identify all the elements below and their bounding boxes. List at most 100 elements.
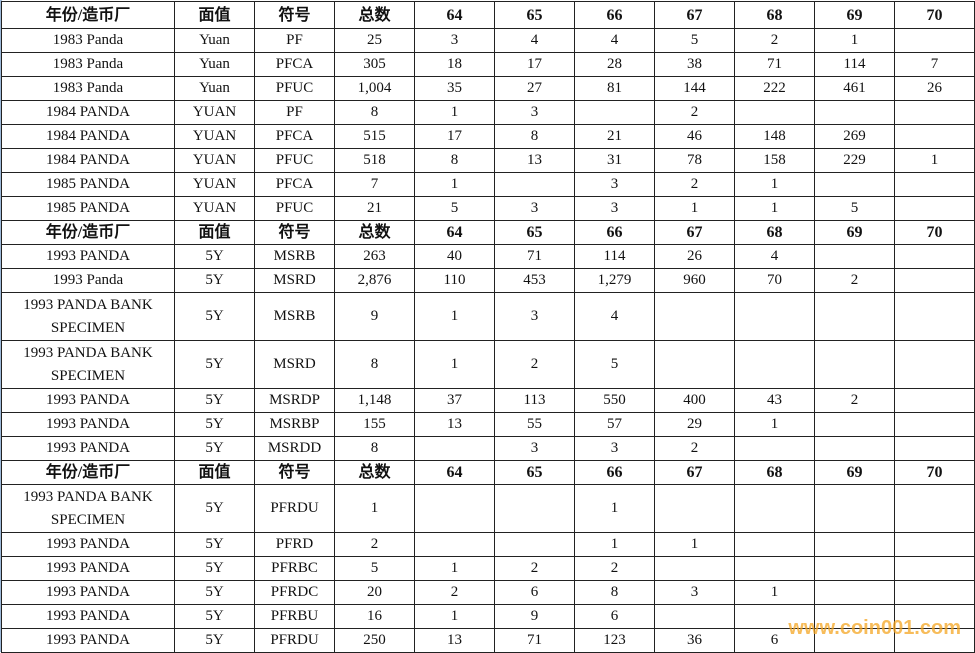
cell-g66[interactable]: 4 [574,28,655,53]
cell-g68[interactable]: 222 [734,76,815,101]
column-header-denomination[interactable]: 面值 [174,1,255,29]
cell-g70[interactable] [894,28,975,53]
cell-g67[interactable]: 78 [654,148,735,173]
cell-g70[interactable] [894,196,975,221]
cell-g65[interactable]: 4 [494,28,575,53]
cell-denomination[interactable]: 5Y [174,268,255,293]
cell-g66[interactable]: 81 [574,76,655,101]
cell-g68[interactable]: 71 [734,52,815,77]
cell-g65[interactable]: 17 [494,52,575,77]
cell-g70[interactable] [894,292,975,341]
cell-g64[interactable]: 5 [414,196,495,221]
column-header-g66[interactable]: 66 [574,220,655,245]
cell-total[interactable]: 515 [334,124,415,149]
cell-g69[interactable]: 269 [814,124,895,149]
cell-denomination[interactable]: 5Y [174,436,255,461]
cell-total[interactable]: 305 [334,52,415,77]
cell-g68[interactable]: 43 [734,388,815,413]
cell-g64[interactable]: 2 [414,580,495,605]
cell-g70[interactable] [894,412,975,437]
cell-g64[interactable] [414,484,495,533]
column-header-g67[interactable]: 67 [654,220,735,245]
column-header-denomination[interactable]: 面值 [174,220,255,245]
cell-g69[interactable] [814,292,895,341]
cell-g70[interactable] [894,244,975,269]
cell-g69[interactable] [814,436,895,461]
cell-g64[interactable]: 1 [414,604,495,629]
cell-total[interactable]: 2,876 [334,268,415,293]
cell-g69[interactable]: 461 [814,76,895,101]
cell-denomination[interactable]: Yuan [174,76,255,101]
cell-g68[interactable]: 1 [734,172,815,197]
cell-g67[interactable]: 5 [654,28,735,53]
column-header-total[interactable]: 总数 [334,1,415,29]
cell-denomination[interactable]: 5Y [174,556,255,581]
cell-g69[interactable]: 2 [814,268,895,293]
cell-symbol[interactable]: PF [254,28,335,53]
cell-g64[interactable]: 1 [414,100,495,125]
cell-g66[interactable]: 5 [574,340,655,389]
cell-total[interactable]: 2 [334,532,415,557]
cell-g67[interactable]: 46 [654,124,735,149]
column-header-year-mint[interactable]: 年份/造币厂 [1,220,175,245]
cell-g69[interactable]: 114 [814,52,895,77]
cell-g69[interactable]: 1 [814,28,895,53]
cell-total[interactable]: 21 [334,196,415,221]
cell-year-mint[interactable]: 1993 PANDA [1,604,175,629]
cell-g66[interactable]: 3 [574,172,655,197]
cell-g64[interactable]: 13 [414,412,495,437]
cell-g69[interactable] [814,628,895,653]
cell-g65[interactable]: 6 [494,580,575,605]
cell-g68[interactable] [734,340,815,389]
cell-g70[interactable] [894,268,975,293]
cell-g68[interactable]: 70 [734,268,815,293]
cell-g69[interactable] [814,340,895,389]
cell-g69[interactable] [814,172,895,197]
cell-g68[interactable]: 148 [734,124,815,149]
cell-g64[interactable]: 37 [414,388,495,413]
cell-g70[interactable]: 1 [894,148,975,173]
cell-year-mint[interactable]: 1984 PANDA [1,100,175,125]
cell-denomination[interactable]: 5Y [174,292,255,341]
cell-denomination[interactable]: 5Y [174,244,255,269]
cell-symbol[interactable]: PFCA [254,124,335,149]
cell-year-mint[interactable]: 1993 PANDA [1,436,175,461]
cell-g64[interactable]: 3 [414,28,495,53]
cell-g69[interactable] [814,556,895,581]
cell-total[interactable]: 9 [334,292,415,341]
cell-total[interactable]: 7 [334,172,415,197]
cell-year-mint[interactable]: 1993 PANDA [1,556,175,581]
cell-g67[interactable]: 2 [654,172,735,197]
cell-symbol[interactable]: MSRB [254,244,335,269]
cell-g66[interactable]: 4 [574,292,655,341]
cell-g65[interactable]: 453 [494,268,575,293]
cell-denomination[interactable]: YUAN [174,148,255,173]
cell-g65[interactable]: 3 [494,436,575,461]
cell-g68[interactable] [734,532,815,557]
cell-g67[interactable]: 26 [654,244,735,269]
cell-g64[interactable]: 13 [414,628,495,653]
cell-total[interactable]: 263 [334,244,415,269]
cell-symbol[interactable]: MSRDD [254,436,335,461]
cell-symbol[interactable]: MSRD [254,268,335,293]
cell-g70[interactable]: 7 [894,52,975,77]
cell-g65[interactable]: 3 [494,196,575,221]
cell-year-mint[interactable]: 1984 PANDA [1,148,175,173]
cell-g68[interactable] [734,436,815,461]
cell-g68[interactable] [734,556,815,581]
cell-denomination[interactable]: 5Y [174,388,255,413]
cell-g70[interactable] [894,436,975,461]
cell-g67[interactable]: 2 [654,100,735,125]
cell-g64[interactable]: 17 [414,124,495,149]
cell-denomination[interactable]: Yuan [174,52,255,77]
cell-total[interactable]: 518 [334,148,415,173]
cell-g66[interactable]: 2 [574,556,655,581]
cell-g68[interactable]: 1 [734,580,815,605]
cell-total[interactable]: 250 [334,628,415,653]
cell-year-mint[interactable]: 1993 PANDA [1,412,175,437]
cell-g68[interactable]: 1 [734,412,815,437]
cell-g66[interactable]: 8 [574,580,655,605]
cell-g67[interactable] [654,292,735,341]
cell-g68[interactable] [734,484,815,533]
cell-g64[interactable] [414,532,495,557]
